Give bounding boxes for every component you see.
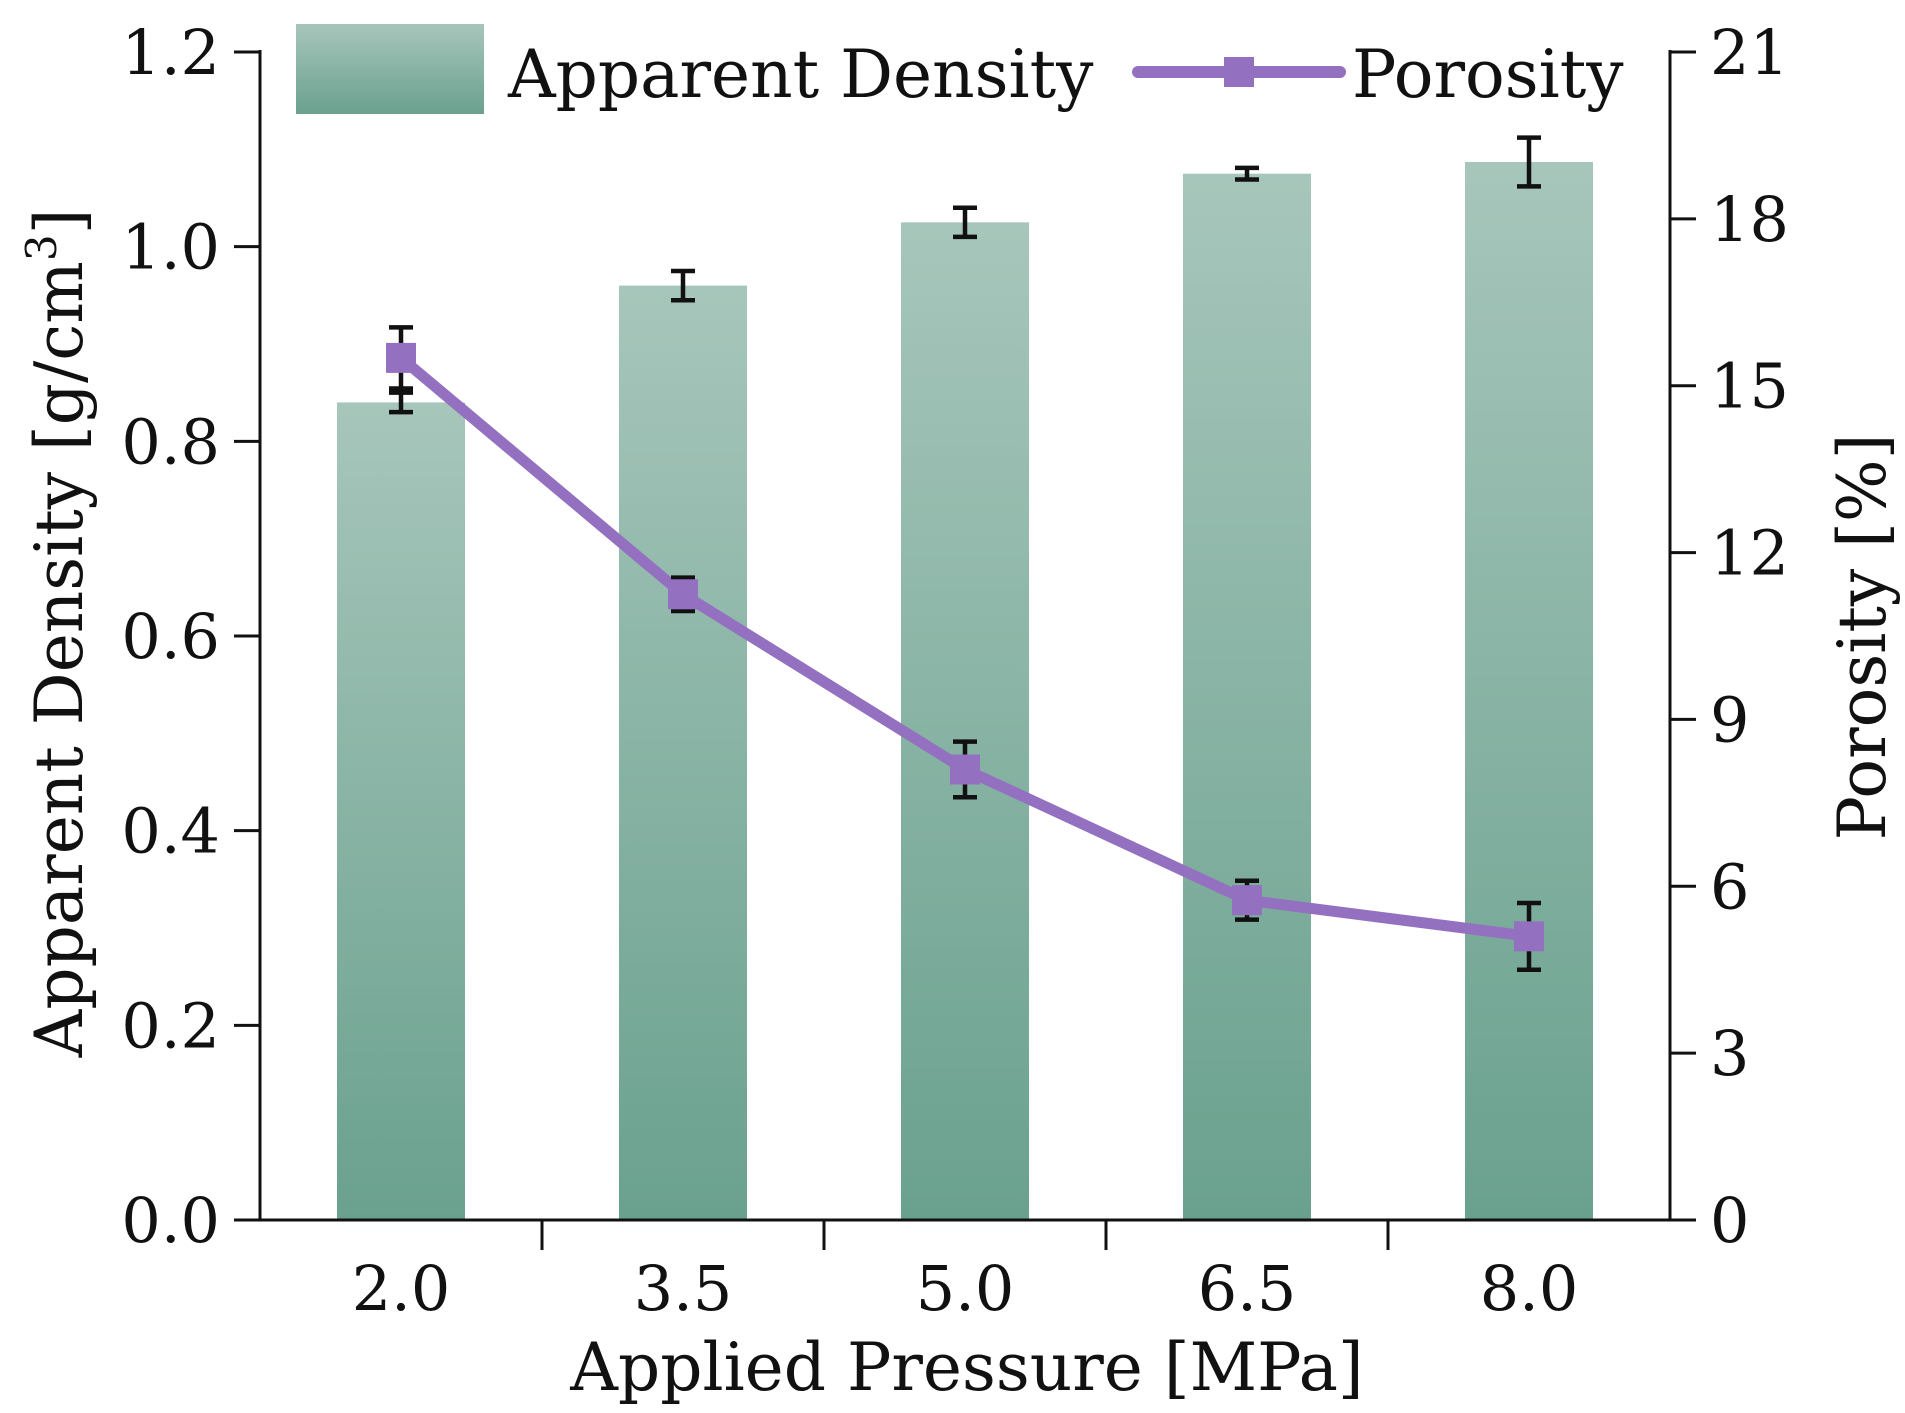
porosity-marker bbox=[1232, 885, 1262, 916]
y-right-tick-label: 15 bbox=[1710, 350, 1789, 423]
y-right-tick-label: 21 bbox=[1710, 16, 1789, 89]
x-axis-title: Applied Pressure [MPa] bbox=[569, 1329, 1363, 1406]
x-tick-label: 6.5 bbox=[1198, 1252, 1297, 1325]
y-right-tick-label: 12 bbox=[1710, 517, 1789, 590]
y-right-tick-label: 3 bbox=[1710, 1017, 1749, 1090]
y-left-axis-title: Apparent Density [g/cm3] bbox=[17, 209, 98, 1059]
y-left-tick-label: 1.0 bbox=[121, 211, 220, 284]
porosity-line-layer bbox=[386, 325, 1544, 972]
x-tick-label: 5.0 bbox=[916, 1252, 1015, 1325]
y-right-axis-title: Porosity [%] bbox=[1824, 434, 1901, 841]
y-left-tick-label: 0.8 bbox=[121, 405, 220, 478]
y-left-tick-label: 0.0 bbox=[121, 1184, 220, 1257]
y-right-tick-label: 18 bbox=[1710, 183, 1789, 256]
x-tick-label: 3.5 bbox=[634, 1252, 733, 1325]
y-right-tick-label: 0 bbox=[1710, 1184, 1749, 1257]
error-bar-apparent-density bbox=[953, 205, 977, 240]
error-bar-apparent-density bbox=[1235, 165, 1259, 182]
axes-layer: 0.0 0.2 0.4 0.6 0.8 1.0 1.2 0 3 6 9 12 15 18 21 2.0 3.5 5… bbox=[121, 16, 1789, 1325]
error-bar-apparent-density bbox=[1517, 135, 1541, 189]
porosity-marker bbox=[950, 754, 980, 785]
y-left-axis-title-end: ] bbox=[21, 209, 98, 235]
porosity-marker bbox=[386, 342, 416, 373]
legend: Apparent Density Porosity bbox=[296, 24, 1624, 114]
legend-marker-porosity bbox=[1224, 57, 1254, 87]
y-left-axis-title-main: Apparent Density [g/cm bbox=[21, 261, 98, 1058]
legend-swatch-apparent-density bbox=[296, 24, 484, 114]
bar-errors-layer bbox=[389, 135, 1541, 415]
y-right-tick-label: 9 bbox=[1710, 683, 1749, 756]
bar-apparent-density bbox=[1465, 161, 1593, 1220]
x-tick-label: 8.0 bbox=[1480, 1252, 1579, 1325]
error-bar-apparent-density bbox=[389, 390, 413, 415]
legend-label-porosity: Porosity bbox=[1352, 36, 1624, 113]
porosity-marker bbox=[1514, 921, 1544, 952]
y-left-tick-label: 0.4 bbox=[121, 795, 220, 868]
y-right-tick-label: 6 bbox=[1710, 850, 1749, 923]
bar-apparent-density bbox=[337, 402, 465, 1220]
x-tick-label: 2.0 bbox=[352, 1252, 451, 1325]
porosity-marker bbox=[668, 579, 698, 610]
y-left-tick-label: 0.6 bbox=[121, 600, 220, 673]
legend-label-apparent-density: Apparent Density bbox=[507, 36, 1094, 113]
bar-apparent-density bbox=[901, 222, 1029, 1221]
bar-apparent-density bbox=[619, 285, 747, 1221]
y-left-tick-label: 0.2 bbox=[121, 989, 220, 1062]
error-bar-apparent-density bbox=[671, 268, 695, 303]
bars-layer bbox=[337, 161, 1593, 1221]
bar-apparent-density bbox=[1183, 173, 1311, 1221]
y-left-tick-label: 1.2 bbox=[121, 16, 220, 89]
y-left-axis-title-superscript: 3 bbox=[17, 234, 66, 261]
